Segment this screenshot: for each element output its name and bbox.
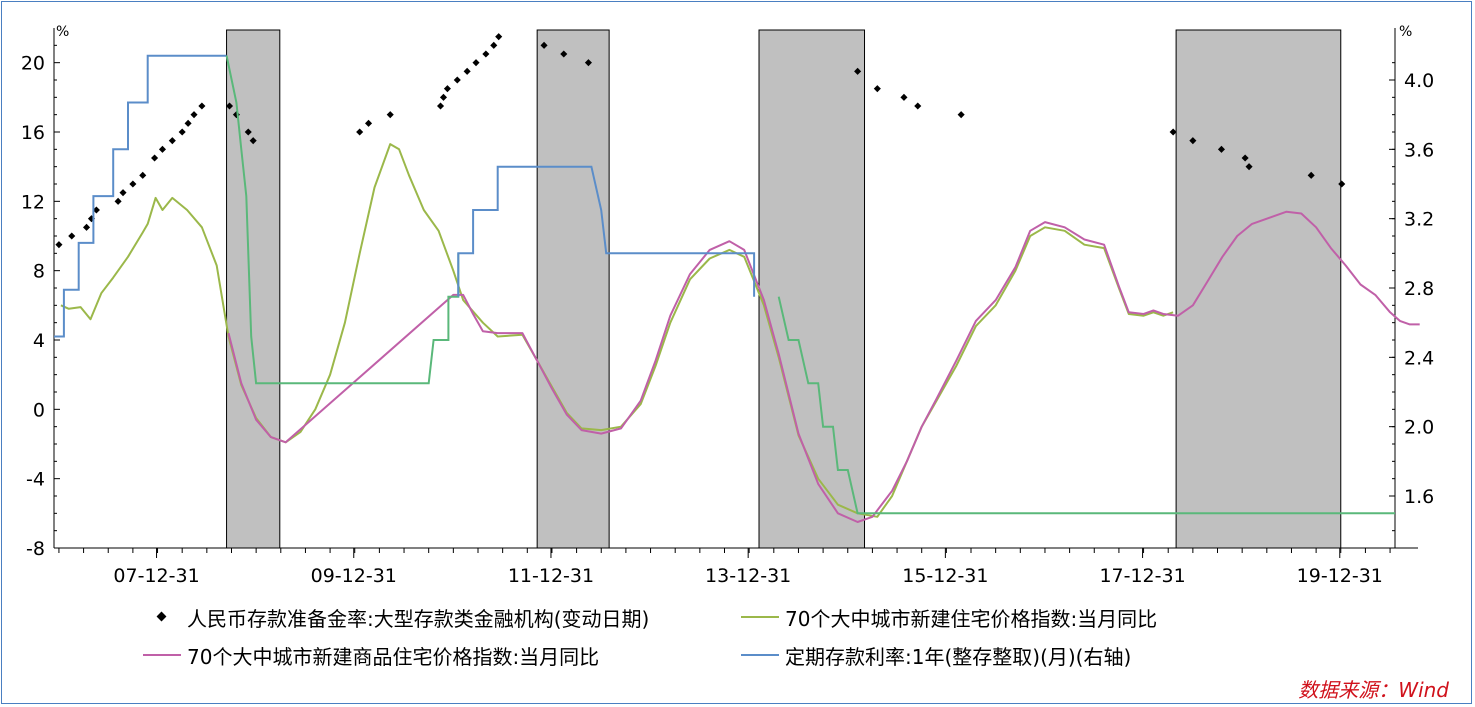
left-tick-label: 0 <box>33 399 45 421</box>
reserve-ratio-point <box>55 241 63 249</box>
reserve-ratio-point <box>198 102 206 110</box>
right-tick-label: 2.0 <box>1404 417 1434 439</box>
reserve-ratio-point <box>914 102 922 110</box>
x-tick-label: 11-12-31 <box>508 565 594 587</box>
reserve-ratio-point <box>151 154 159 162</box>
x-tick-label: 07-12-31 <box>113 565 199 587</box>
reserve-ratio-point <box>900 93 908 101</box>
reserve-ratio-point <box>436 102 445 110</box>
legend-item-commercial-housing-index: 70个大中城市新建商品住宅价格指数:当月同比 <box>143 641 599 669</box>
left-axis-unit: % <box>56 24 69 40</box>
left-tick-label: 8 <box>33 261 45 283</box>
right-tick-label: 3.6 <box>1404 139 1434 161</box>
legend-label-deposit-rate: 定期存款利率:1年(整存整取)(月)(右轴) <box>785 644 1132 669</box>
deposit-rate-line-segment-2 <box>457 165 756 297</box>
reserve-ratio-point <box>190 111 198 119</box>
reserve-ratio-point <box>244 128 252 136</box>
reserve-ratio-point <box>873 85 881 93</box>
legend-marker-blue-line <box>741 641 779 669</box>
reserve-ratio-point <box>249 137 257 145</box>
left-tick-label: 16 <box>21 122 45 144</box>
right-tick-label: 1.6 <box>1404 486 1434 508</box>
reserve-ratio-point <box>957 111 965 119</box>
legend-item-new-housing-index: 70个大中城市新建住宅价格指数:当月同比 <box>741 603 1157 631</box>
reserve-ratio-point <box>114 197 122 205</box>
right-tick-label: 2.4 <box>1404 347 1434 369</box>
reserve-ratio-point <box>540 41 548 49</box>
reserve-ratio-point <box>158 145 166 153</box>
right-tick-label: 2.8 <box>1404 278 1434 300</box>
legend-marker-diamond <box>143 603 181 631</box>
x-tick-label: 19-12-31 <box>1297 565 1383 587</box>
reserve-ratio-point <box>453 76 461 84</box>
legend-item-deposit-rate: 定期存款利率:1年(整存整取)(月)(右轴) <box>741 641 1131 669</box>
reserve-ratio-point <box>854 67 862 75</box>
reserve-ratio-point <box>184 119 192 127</box>
reserve-ratio-point <box>68 232 76 240</box>
left-tick-label: -8 <box>26 538 45 560</box>
reserve-ratio-point <box>92 206 100 214</box>
legend-item-reserve-ratio: 人民币存款准备金率:大型存款类金融机构(变动日期) <box>143 603 649 631</box>
legend-label-commercial-housing-index: 70个大中城市新建商品住宅价格指数:当月同比 <box>187 644 600 669</box>
commercial-housing-index-line <box>227 210 1420 523</box>
reserve-ratio-point <box>365 119 373 127</box>
right-axis-unit: % <box>1399 24 1412 40</box>
reserve-ratio-point <box>439 93 448 101</box>
legend-marker-green-line <box>741 603 779 631</box>
reserve-ratio-point <box>443 85 451 93</box>
reserve-ratio-point <box>472 59 480 67</box>
reserve-ratio-point <box>495 33 503 41</box>
reserve-ratio-point <box>119 189 127 197</box>
x-tick-label: 09-12-31 <box>311 565 397 587</box>
x-tick-label: 15-12-31 <box>902 565 988 587</box>
legend-label-reserve-ratio: 人民币存款准备金率:大型存款类金融机构(变动日期) <box>187 606 650 631</box>
legend-marker-purple-line <box>143 641 181 669</box>
reserve-ratio-point <box>386 111 394 119</box>
reserve-ratio-point <box>129 180 137 188</box>
x-tick-label: 13-12-31 <box>705 565 791 587</box>
reserve-ratio-point <box>490 41 498 49</box>
shaded-period-2 <box>758 29 866 549</box>
reserve-ratio-point <box>83 223 91 231</box>
reserve-ratio-point <box>225 102 234 110</box>
x-tick-label: 17-12-31 <box>1099 565 1185 587</box>
deposit-rate-line-segment-1 <box>225 55 460 385</box>
right-tick-label: 4.0 <box>1404 70 1434 92</box>
reserve-ratio-point <box>560 50 568 58</box>
deposit-rate-line-segment-3 <box>777 296 1395 515</box>
shaded-period-1 <box>536 29 610 549</box>
deposit-rate-line-segment-0 <box>54 54 227 338</box>
left-tick-label: 12 <box>21 191 45 213</box>
reserve-ratio-point <box>168 137 176 145</box>
reserve-ratio-point <box>139 171 147 179</box>
reserve-ratio-point <box>463 67 471 75</box>
legend-label-new-housing-index: 70个大中城市新建住宅价格指数:当月同比 <box>785 606 1158 631</box>
reserve-ratio-point <box>482 50 490 58</box>
left-tick-label: 4 <box>33 330 45 352</box>
reserve-ratio-point <box>356 128 364 136</box>
reserve-ratio-point <box>178 128 186 136</box>
left-tick-label: -4 <box>26 469 45 491</box>
left-tick-label: 20 <box>21 53 45 75</box>
source-note: 数据来源：Wind <box>1298 678 1449 702</box>
reserve-ratio-point <box>584 59 592 67</box>
right-tick-label: 3.2 <box>1404 209 1434 231</box>
